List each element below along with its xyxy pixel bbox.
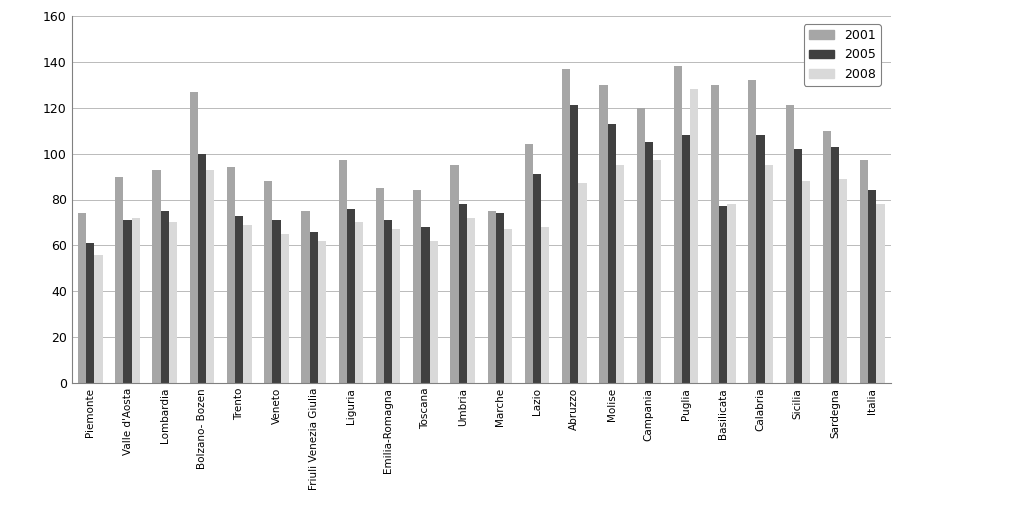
Bar	[794, 149, 802, 383]
Bar	[392, 229, 400, 383]
Bar	[347, 209, 355, 383]
Bar	[830, 147, 839, 383]
Bar	[429, 241, 437, 383]
Bar	[487, 211, 496, 383]
Bar	[860, 161, 868, 383]
Bar	[682, 135, 690, 383]
Bar	[198, 154, 206, 383]
Bar	[153, 170, 161, 383]
Bar	[459, 204, 467, 383]
Bar	[579, 184, 587, 383]
Bar	[765, 165, 773, 383]
Bar	[637, 108, 645, 383]
Bar	[264, 181, 272, 383]
Bar	[94, 255, 102, 383]
Bar	[206, 170, 214, 383]
Bar	[570, 105, 579, 383]
Bar	[86, 243, 94, 383]
Bar	[451, 165, 459, 383]
Bar	[301, 211, 309, 383]
Bar	[467, 218, 475, 383]
Bar	[384, 220, 392, 383]
Bar	[542, 227, 550, 383]
Bar	[504, 229, 512, 383]
Bar	[496, 213, 504, 383]
Bar	[645, 142, 653, 383]
Bar	[562, 69, 570, 383]
Bar	[309, 231, 317, 383]
Bar	[189, 92, 198, 383]
Bar	[749, 80, 757, 383]
Bar	[116, 177, 124, 383]
Bar	[281, 234, 289, 383]
Bar	[690, 89, 698, 383]
Bar	[317, 241, 326, 383]
Bar	[607, 124, 615, 383]
Legend: 2001, 2005, 2008: 2001, 2005, 2008	[804, 24, 881, 86]
Bar	[757, 135, 765, 383]
Bar	[124, 220, 132, 383]
Bar	[719, 206, 727, 383]
Bar	[355, 222, 364, 383]
Bar	[615, 165, 624, 383]
Bar	[236, 215, 244, 383]
Bar	[339, 161, 347, 383]
Bar	[599, 85, 607, 383]
Bar	[376, 188, 384, 383]
Bar	[161, 211, 169, 383]
Bar	[711, 85, 719, 383]
Bar	[244, 225, 252, 383]
Bar	[227, 168, 236, 383]
Bar	[169, 222, 177, 383]
Bar	[674, 66, 682, 383]
Bar	[525, 145, 534, 383]
Bar	[868, 190, 877, 383]
Bar	[727, 204, 735, 383]
Bar	[839, 179, 847, 383]
Bar	[877, 204, 885, 383]
Bar	[822, 131, 830, 383]
Bar	[802, 181, 810, 383]
Bar	[785, 105, 794, 383]
Bar	[534, 174, 542, 383]
Bar	[272, 220, 281, 383]
Bar	[421, 227, 429, 383]
Bar	[78, 213, 86, 383]
Bar	[653, 161, 662, 383]
Bar	[413, 190, 421, 383]
Bar	[132, 218, 140, 383]
